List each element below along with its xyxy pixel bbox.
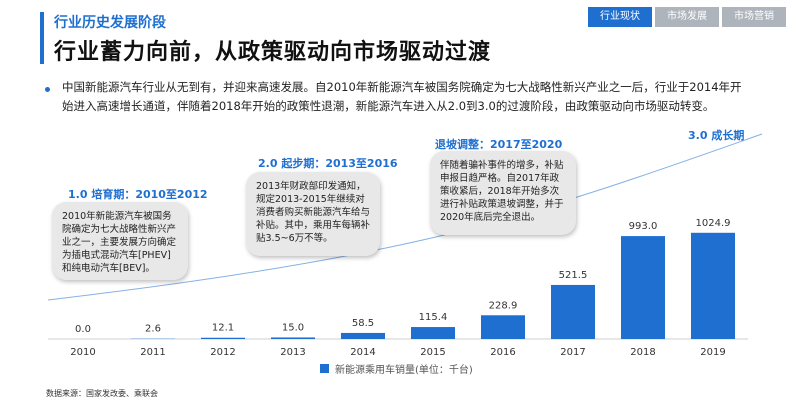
tab-marketing[interactable]: 市场营销 [722, 7, 786, 27]
page-title: 行业蓄力向前，从政策驱动向市场驱动过渡 [54, 40, 492, 65]
bar-2018 [621, 236, 665, 339]
x-tick-label-2019: 2019 [700, 347, 725, 358]
x-tick-label-2012: 2012 [210, 347, 235, 358]
bar-2016 [481, 315, 525, 339]
x-tick-label-2018: 2018 [630, 347, 655, 358]
data-source: 数据来源：国家发改委、乘联会 [46, 389, 158, 398]
title-accent-bar [40, 12, 44, 64]
x-tick-label-2011: 2011 [140, 347, 165, 358]
chart-legend: 新能源乘用车销量(单位：千台) [320, 361, 473, 376]
bar-2015 [411, 327, 455, 339]
phase-1-bubble: 2010年新能源汽车被国务院确定为七大战略性新兴产业之一，主要发展方向确定为插电… [52, 202, 188, 280]
intro-paragraph: 中国新能源汽车行业从无到有，并迎来高速发展。自2010年新能源汽车被国务院确定为… [62, 80, 742, 113]
bullet-icon [45, 87, 50, 92]
bar-value-label-2016: 228.9 [489, 300, 518, 311]
legend-label: 新能源乘用车销量(单位：千台) [335, 365, 473, 376]
phase-2-label: 2.0 起步期：2013至2016 [258, 157, 398, 170]
tab-industry-status[interactable]: 行业现状 [588, 7, 652, 27]
phase-2-bubble: 2013年财政部印发通知，规定2013-2015年继续对消费者购买新能源汽车给与… [246, 172, 380, 256]
x-tick-label-2017: 2017 [560, 347, 585, 358]
growth-trend-curve [47, 133, 763, 301]
bar-value-label-2013: 15.0 [282, 322, 304, 333]
bar-2019 [691, 232, 735, 339]
x-tick-label-2015: 2015 [420, 347, 445, 358]
bar-2012 [201, 337, 245, 339]
bar-2013 [271, 337, 315, 339]
tab-bar: 行业现状 市场发展 市场营销 [588, 7, 786, 27]
phase-3-bubble: 伴随着骗补事件的增多，补贴申报日趋严格。自2017年政策收紧后，2018年开始多… [430, 151, 576, 235]
phase-4-label: 3.0 成长期 [688, 129, 745, 142]
section-title: 行业历史发展阶段 [54, 15, 166, 31]
bar-value-label-2017: 521.5 [559, 270, 588, 281]
bar-2017 [551, 284, 595, 339]
bar-value-label-2018: 993.0 [629, 221, 658, 232]
x-tick-label-2013: 2013 [280, 347, 305, 358]
bar-2014 [341, 332, 385, 339]
bar-value-label-2019: 1024.9 [696, 218, 731, 229]
phase-1-label: 1.0 培育期：2010至2012 [68, 188, 208, 201]
bar-value-label-2010: 0.0 [75, 324, 91, 335]
x-tick-label-2016: 2016 [490, 347, 515, 358]
legend-swatch [320, 364, 329, 373]
bar-value-label-2011: 2.6 [145, 324, 161, 335]
x-tick-label-2010: 2010 [70, 347, 95, 358]
bar-value-label-2015: 115.4 [419, 312, 448, 323]
bar-value-label-2014: 58.5 [352, 318, 374, 329]
phase-3-label: 退坡调整：2017至2020 [435, 138, 563, 151]
x-tick-label-2014: 2014 [350, 347, 375, 358]
bar-value-label-2012: 12.1 [212, 323, 234, 334]
tab-market-development[interactable]: 市场发展 [655, 7, 719, 27]
